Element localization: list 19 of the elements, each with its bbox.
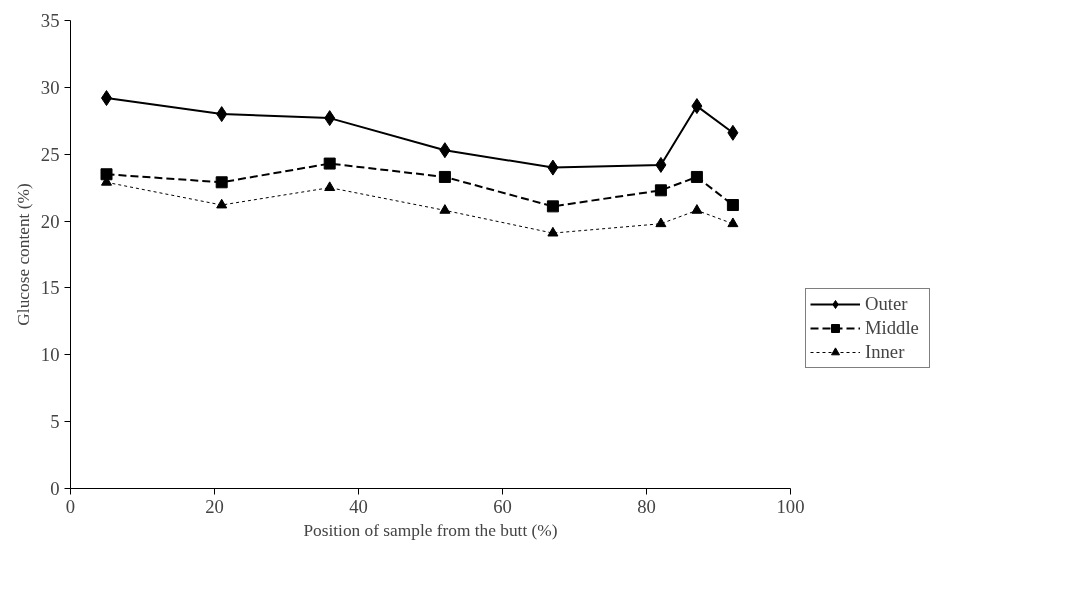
y-tick-label: 15	[40, 277, 60, 299]
y-tick-label: 20	[40, 210, 60, 232]
x-tick-label: 0	[65, 495, 76, 517]
y-tick-label: 30	[40, 76, 60, 98]
x-tick-label: 60	[493, 495, 512, 517]
x-tick-label: 40	[349, 495, 368, 517]
legend-label: Outer	[865, 293, 909, 315]
y-tick-label: 25	[40, 143, 60, 165]
x-axis-title: Position of sample from the butt (%)	[303, 520, 558, 540]
y-tick-label: 0	[50, 478, 60, 499]
legend-label: Inner	[865, 341, 906, 363]
y-tick-label: 5	[50, 411, 60, 433]
y-axis-title: Glucose content (%)	[13, 183, 33, 326]
legend-label: Middle	[865, 317, 920, 339]
y-tick-label: 10	[40, 344, 60, 366]
y-tick-label: 35	[40, 10, 60, 31]
x-tick-label: 80	[637, 495, 656, 517]
x-tick-label: 20	[205, 495, 224, 517]
x-tick-label: 100	[776, 495, 805, 517]
